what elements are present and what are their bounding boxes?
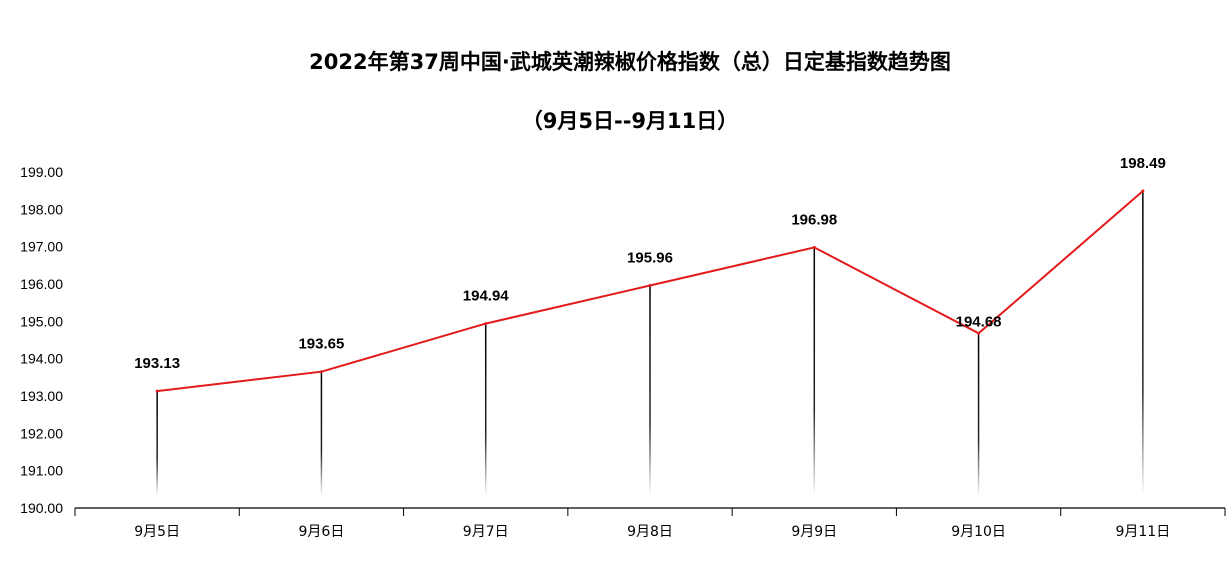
data-point [977,331,981,335]
series-layer [155,189,1145,393]
data-point [484,322,488,326]
data-label: 194.94 [463,288,510,305]
x-tick-label: 9月8日 [627,524,673,540]
y-tick-label: 197.00 [20,239,63,255]
x-tick-label: 9月5日 [134,524,180,540]
x-tick-label: 9月6日 [299,524,345,540]
data-label: 195.96 [627,249,673,266]
drop-line [156,391,158,496]
y-tick-label: 198.00 [20,201,63,217]
drop-lines [156,191,1144,497]
data-label: 193.13 [134,355,180,372]
y-tick-label: 191.00 [20,463,63,479]
data-label: 196.98 [791,211,837,228]
drop-line [320,371,323,496]
y-tick-label: 196.00 [20,276,63,292]
drop-line [484,323,487,496]
drop-line [1142,191,1144,497]
y-tick-label: 199.00 [20,164,63,180]
chart-title: 2022年第37周中国·武城英潮辣椒价格指数（总）日定基指数趋势图 [309,50,951,74]
data-point [155,389,159,393]
data-point [1141,189,1145,193]
data-point [648,283,652,287]
x-tick-label: 9月9日 [791,524,837,540]
data-label: 194.68 [956,313,1002,330]
chart-subtitle: （9月5日--9月11日） [522,109,739,133]
x-tick-label: 9月7日 [463,524,509,540]
y-tick-label: 195.00 [20,313,63,329]
y-axis: 190.00 191.00 192.00 193.00 194.00 195.00 196.… [20,164,63,516]
drop-line [649,285,651,496]
y-tick-label: 193.00 [20,388,63,404]
data-label: 193.65 [298,336,344,353]
data-point [319,370,323,374]
x-axis: 9月5日 9月6日 9月7日 9月8日 9月9日 9月10日 9月11日 [74,507,1226,540]
data-point [812,245,816,249]
x-tick-label: 9月11日 [1115,524,1170,540]
drop-line [813,247,816,496]
y-tick-label: 190.00 [20,500,63,516]
y-tick-label: 194.00 [20,351,63,367]
x-tick-label: 9月10日 [951,524,1006,540]
data-label: 198.49 [1120,155,1166,172]
drop-line [977,333,980,496]
y-tick-label: 192.00 [20,425,63,441]
data-labels: 193.13 193.65 194.94 195.96 196.98 194.68 198.… [134,155,1166,372]
